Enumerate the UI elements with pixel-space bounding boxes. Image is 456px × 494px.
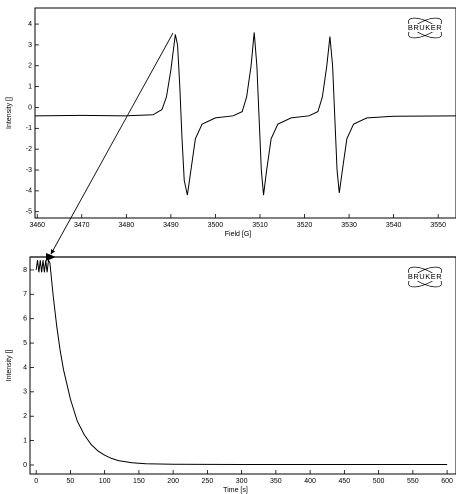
y-tick-label: 2 xyxy=(28,63,32,70)
y-tick-label: -2 xyxy=(26,146,32,153)
y-axis-label: Intensity [] xyxy=(6,349,13,381)
y-tick-label: 3 xyxy=(23,389,27,396)
y-tick-label: -5 xyxy=(26,209,32,216)
logo-band xyxy=(406,273,444,281)
x-tick-label: 550 xyxy=(407,478,419,485)
x-tick-label: 3480 xyxy=(119,222,135,229)
x-tick-label: 150 xyxy=(133,478,145,485)
x-tick-label: 3490 xyxy=(163,222,179,229)
logo-text: BRUKER xyxy=(408,272,442,281)
logo-orbit xyxy=(408,17,442,39)
y-tick-label: 7 xyxy=(23,291,27,298)
x-tick-label: 3510 xyxy=(252,222,268,229)
x-tick-label: 0 xyxy=(34,478,38,485)
connector-arrow xyxy=(50,32,174,255)
logo-orbit xyxy=(408,266,442,288)
plot-frame xyxy=(34,7,456,219)
x-tick-label: 50 xyxy=(67,478,75,485)
logo: BRUKER xyxy=(406,266,444,288)
x-tick-label: 350 xyxy=(270,478,282,485)
x-axis-label: Field [G] xyxy=(225,231,252,238)
y-tick-label: -4 xyxy=(26,188,32,195)
y-tick-label: 0 xyxy=(28,104,32,111)
x-tick-label: 3500 xyxy=(208,222,224,229)
x-tick-label: 3520 xyxy=(297,222,313,229)
y-axis-label: Intensity [] xyxy=(6,97,13,129)
x-tick-label: 100 xyxy=(99,478,111,485)
data-line xyxy=(35,258,448,465)
x-tick-label: 600 xyxy=(441,478,453,485)
x-tick-label: 200 xyxy=(167,478,179,485)
plot-frame xyxy=(29,256,456,475)
x-tick-label: 250 xyxy=(202,478,214,485)
y-tick-label: 5 xyxy=(23,340,27,347)
y-tick-label: 2 xyxy=(23,413,27,420)
y-tick-label: 1 xyxy=(23,437,27,444)
x-tick-label: 3530 xyxy=(341,222,357,229)
y-tick-label: 0 xyxy=(23,462,27,469)
y-tick-label: 1 xyxy=(28,83,32,90)
y-tick-label: 6 xyxy=(23,316,27,323)
logo-orbit xyxy=(408,266,442,288)
x-tick-label: 400 xyxy=(304,478,316,485)
logo-text: BRUKER xyxy=(408,23,442,32)
x-tick-label: 3460 xyxy=(29,222,45,229)
y-tick-label: -1 xyxy=(26,125,32,132)
x-tick-label: 3470 xyxy=(74,222,90,229)
x-axis-label: Time [s] xyxy=(223,487,248,494)
y-tick-label: 3 xyxy=(28,42,32,49)
y-tick-label: -3 xyxy=(26,167,32,174)
x-tick-label: 3550 xyxy=(430,222,446,229)
y-tick-label: 4 xyxy=(28,21,32,28)
x-tick-label: 300 xyxy=(236,478,248,485)
y-tick-label: 4 xyxy=(23,364,27,371)
logo: BRUKER xyxy=(406,17,444,39)
x-tick-label: 450 xyxy=(339,478,351,485)
x-tick-label: 3540 xyxy=(386,222,402,229)
y-tick-label: 8 xyxy=(23,267,27,274)
logo-orbit xyxy=(408,17,442,39)
x-tick-label: 500 xyxy=(373,478,385,485)
data-line xyxy=(35,32,456,196)
logo-band xyxy=(406,24,444,32)
